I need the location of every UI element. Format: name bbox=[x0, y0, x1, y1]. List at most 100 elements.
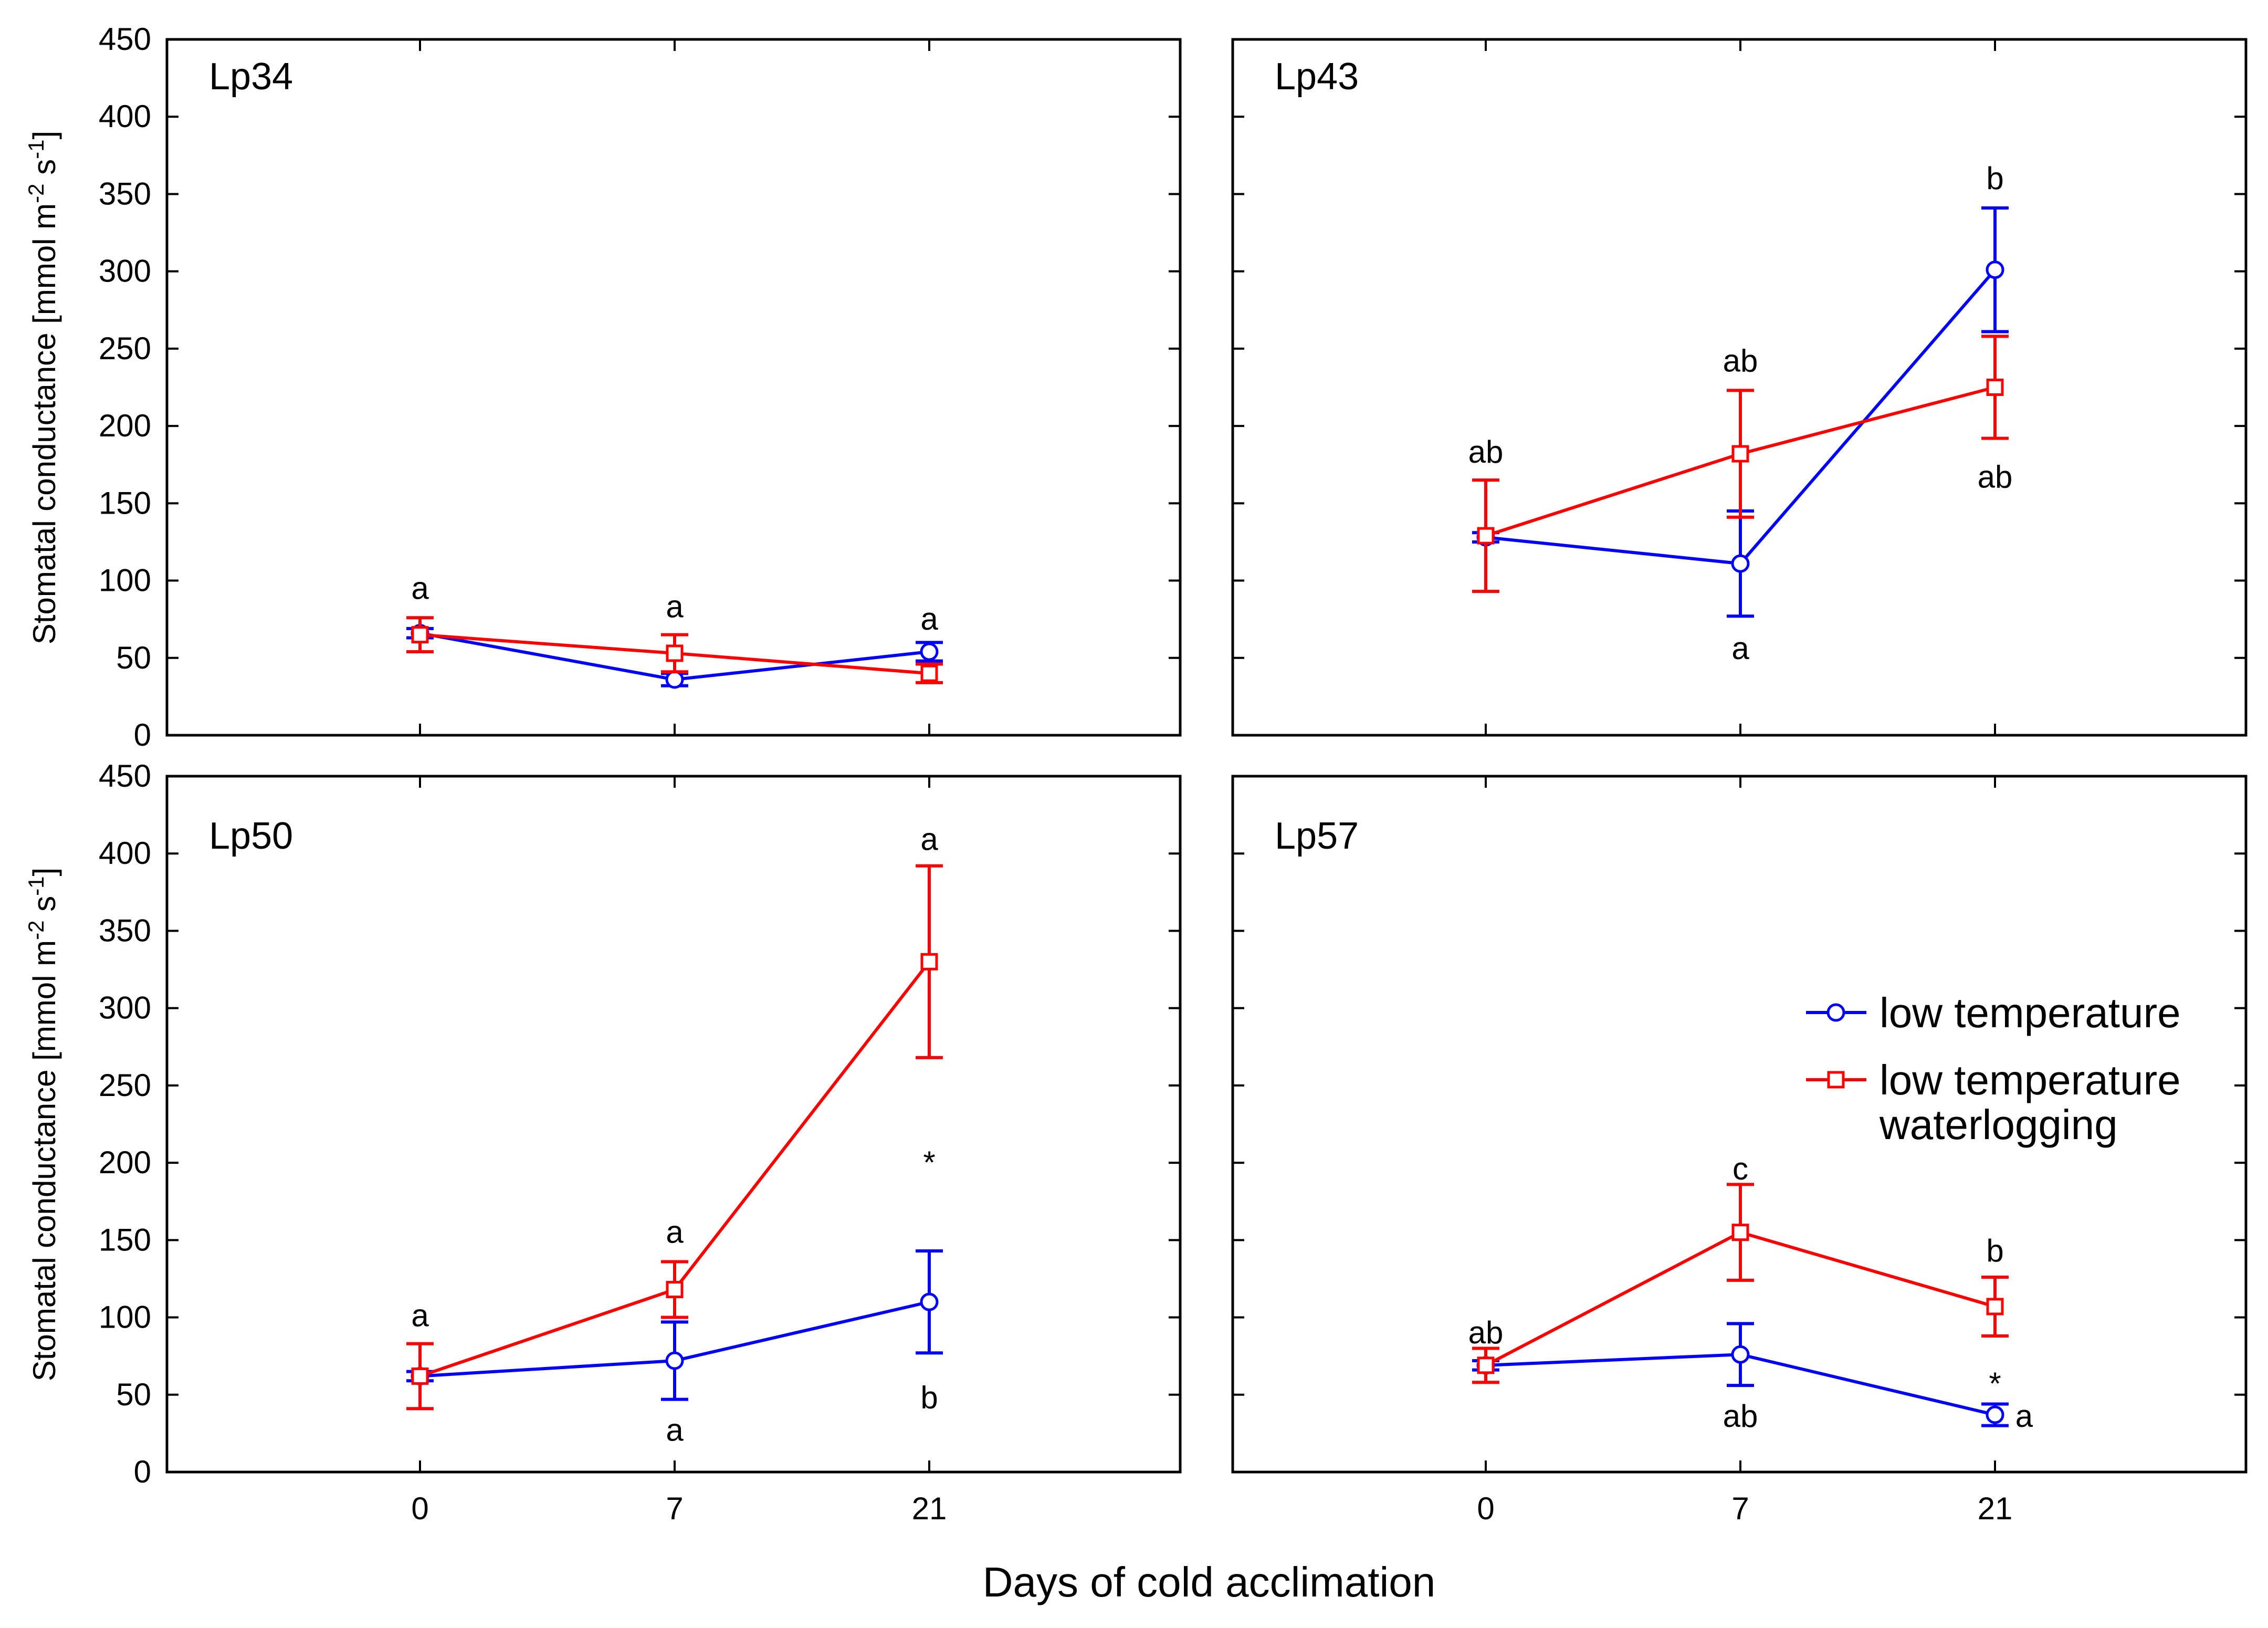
panel-title: Lp43 bbox=[1275, 56, 1359, 98]
significance-label: a bbox=[666, 1413, 684, 1448]
y-tick-label: 150 bbox=[99, 485, 151, 520]
data-point bbox=[1731, 1224, 1749, 1241]
ylabel-end: ] bbox=[27, 868, 62, 876]
ylabel-mid: s bbox=[27, 159, 62, 184]
data-point bbox=[1986, 1298, 2004, 1316]
significance-label: ab bbox=[1723, 343, 1758, 378]
data-point bbox=[1986, 379, 2004, 396]
significance-label: a bbox=[411, 1298, 429, 1333]
plot-frame bbox=[165, 38, 1182, 737]
series-group bbox=[406, 864, 943, 1411]
significance-label: a bbox=[2015, 1399, 2033, 1434]
data-point bbox=[1986, 260, 2004, 279]
significance-label: a bbox=[666, 1215, 684, 1250]
significance-label: b bbox=[1986, 1233, 2003, 1268]
x-tick-label: 0 bbox=[1477, 1491, 1494, 1526]
series-group bbox=[1472, 206, 2009, 618]
y-axis-label-top: Stomatal conductance [mmol m-2 s-1] bbox=[24, 131, 62, 644]
significance-label: ab bbox=[1468, 434, 1504, 469]
panel-title: Lp34 bbox=[209, 56, 293, 98]
panel-lp34: Lp34 0 50 100 150 200 250 300 350 400 450 a a a bbox=[99, 22, 1182, 753]
legend-marker bbox=[1827, 1071, 1845, 1089]
y-tick-label: 300 bbox=[99, 254, 151, 289]
ylabel-mid: s bbox=[27, 896, 62, 921]
y-axis-label-bottom: Stomatal conductance [mmol m-2 s-1] bbox=[24, 868, 62, 1381]
legend-marker bbox=[1826, 1003, 1845, 1022]
legend-label: low temperature bbox=[1880, 1057, 2181, 1103]
axes: 0 7 21 bbox=[1233, 775, 2246, 1526]
significance-label: * bbox=[1989, 1366, 2001, 1401]
legend-label: low temperature bbox=[1880, 989, 2181, 1036]
y-tick-label: 100 bbox=[99, 1300, 151, 1335]
y-tick-label: 350 bbox=[99, 176, 151, 211]
annotations: a a a a * b bbox=[411, 822, 938, 1448]
data-point bbox=[1731, 445, 1749, 463]
data-point bbox=[411, 626, 429, 644]
ylabel-main: Stomatal conductance [mmol m bbox=[27, 203, 62, 644]
x-tick-label: 7 bbox=[1731, 1491, 1749, 1526]
x-tick-label: 21 bbox=[912, 1491, 947, 1526]
x-tick-label: 7 bbox=[666, 1491, 683, 1526]
ylabel-sup1: -2 bbox=[24, 183, 48, 203]
y-tick-label: 0 bbox=[134, 1454, 151, 1489]
significance-label: b bbox=[1986, 161, 2003, 196]
data-point bbox=[665, 1351, 684, 1370]
significance-label: * bbox=[923, 1145, 935, 1180]
annotations: ab c ab b * a bbox=[1468, 1151, 2033, 1434]
data-point bbox=[1477, 527, 1495, 545]
x-axis-label: Days of cold acclimation bbox=[983, 1559, 1436, 1605]
significance-label: a bbox=[920, 822, 938, 857]
data-point bbox=[1986, 1405, 2004, 1424]
data-point bbox=[1731, 1345, 1750, 1364]
ylabel-end: ] bbox=[27, 131, 62, 140]
y-tick-label: 200 bbox=[99, 1145, 151, 1180]
data-point bbox=[920, 953, 938, 970]
y-tick-label: 300 bbox=[99, 990, 151, 1026]
ylabel-sup1: -2 bbox=[24, 920, 48, 940]
y-tick-label: 450 bbox=[99, 22, 151, 57]
ylabel-sup2: -1 bbox=[24, 876, 48, 895]
y-tick-label: 400 bbox=[99, 99, 151, 134]
ylabel-main: Stomatal conductance [mmol m bbox=[27, 940, 62, 1381]
significance-label: a bbox=[411, 570, 429, 606]
y-tick-label: 0 bbox=[134, 717, 151, 753]
y-tick-label: 100 bbox=[99, 563, 151, 598]
data-point bbox=[665, 670, 684, 689]
y-tick-label: 400 bbox=[99, 836, 151, 871]
series-group bbox=[406, 616, 943, 689]
legend-label: waterlogging bbox=[1879, 1101, 2118, 1148]
y-tick-label: 50 bbox=[116, 1377, 151, 1412]
data-point bbox=[920, 664, 938, 682]
significance-label: c bbox=[1732, 1151, 1748, 1186]
y-tick-label: 450 bbox=[99, 758, 151, 794]
panel-title: Lp50 bbox=[209, 815, 293, 857]
y-tick-label: 250 bbox=[99, 1068, 151, 1103]
axes: 0 50 100 150 200 250 300 350 400 450 0 7 21 bbox=[99, 758, 1180, 1526]
y-tick-label: 50 bbox=[116, 640, 151, 675]
panel-lp57: Lp57 0 7 21 ab c ab b * a bbox=[1231, 775, 2248, 1526]
significance-label: ab bbox=[1978, 459, 2013, 494]
significance-label: a bbox=[920, 601, 938, 636]
significance-label: ab bbox=[1468, 1315, 1504, 1350]
annotations: aa a bbox=[411, 570, 938, 636]
data-point bbox=[666, 644, 684, 662]
y-tick-label: 350 bbox=[99, 913, 151, 948]
x-tick-label: 0 bbox=[411, 1491, 428, 1526]
ylabel-sup2: -1 bbox=[24, 139, 48, 159]
data-point bbox=[666, 1281, 684, 1299]
axes: 0 50 100 150 200 250 300 350 400 450 bbox=[99, 22, 1180, 753]
axes bbox=[1233, 38, 2246, 736]
series-group bbox=[1472, 1183, 2009, 1427]
y-tick-label: 150 bbox=[99, 1222, 151, 1257]
data-point bbox=[920, 1292, 939, 1311]
panel-title: Lp57 bbox=[1275, 815, 1359, 857]
significance-label: a bbox=[666, 589, 684, 624]
significance-label: ab bbox=[1723, 1399, 1758, 1434]
y-tick-label: 250 bbox=[99, 331, 151, 366]
data-point bbox=[1731, 554, 1750, 573]
data-point bbox=[1477, 1356, 1495, 1374]
